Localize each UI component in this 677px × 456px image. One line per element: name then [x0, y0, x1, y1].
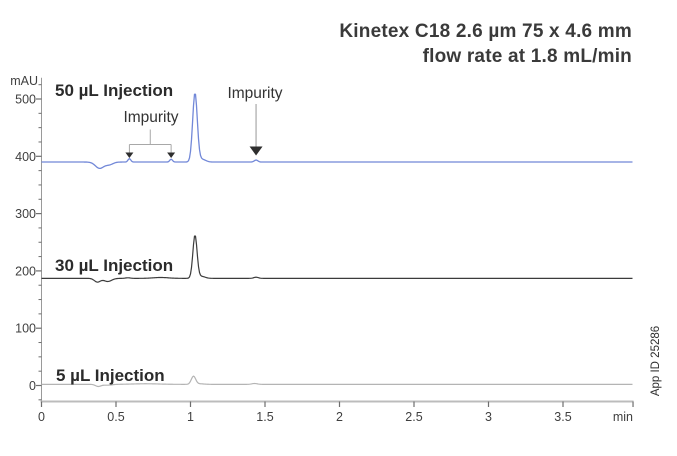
- x-tick-label: 2: [336, 410, 343, 424]
- y-tick-label: 200: [15, 264, 36, 278]
- impurity-annotation-label-bracket: Impurity: [123, 109, 179, 126]
- series-label-30ul: 30 µL Injection: [55, 256, 174, 275]
- y-tick-label: 100: [15, 322, 36, 336]
- chart-title: Kinetex C18 2.6 µm 75 x 4.6 mm flow rate…: [0, 19, 632, 69]
- impurity-bracket-arrowhead: [167, 152, 176, 159]
- x-tick-label: 1: [187, 410, 194, 424]
- trace-50-µl-injection: [41, 93, 633, 170]
- chart-title-line2: flow rate at 1.8 mL/min: [422, 46, 632, 67]
- series-label-50ul: 50 µL Injection: [55, 81, 174, 100]
- x-tick-label: 1.5: [256, 410, 273, 424]
- x-tick-label: 2.5: [405, 410, 422, 424]
- trace-5-µl-injection: [41, 375, 633, 388]
- impurity-arrowhead: [249, 146, 263, 156]
- series-label-5ul: 5 µL Injection: [56, 366, 165, 385]
- y-tick-label: 0: [29, 379, 36, 393]
- impurity-bracket-line: [128, 129, 172, 154]
- y-tick-label: 300: [15, 207, 36, 221]
- x-axis-unit-label: min: [612, 410, 633, 424]
- x-tick-label: 0.5: [107, 410, 124, 424]
- app-id-caption: App ID 25286: [650, 325, 662, 397]
- y-tick-label: 500: [15, 93, 36, 107]
- impurity-annotation-label-arrow: Impurity: [227, 85, 283, 102]
- x-tick-label: 3.5: [554, 410, 571, 424]
- impurity-bracket-arrowhead: [125, 152, 134, 159]
- y-axis-unit-label: mAU: [10, 74, 38, 88]
- y-tick-label: 400: [15, 150, 36, 164]
- trace-30-µl-injection: [41, 235, 633, 283]
- x-tick-label: 3: [485, 410, 492, 424]
- x-tick-label: 0: [38, 410, 45, 424]
- chart-title-line1: Kinetex C18 2.6 µm 75 x 4.6 mm: [339, 21, 632, 42]
